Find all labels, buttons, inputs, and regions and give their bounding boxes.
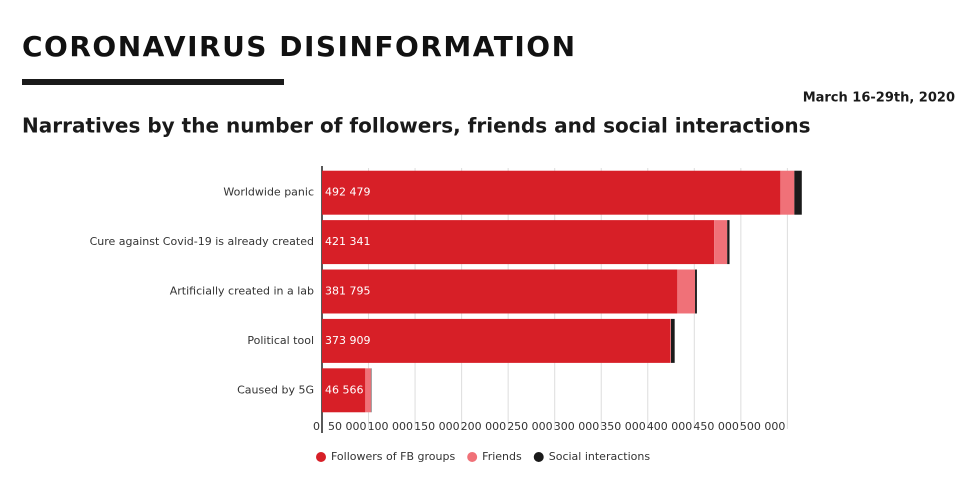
x-tick-label: 500 000 (740, 420, 786, 433)
bar-segment (670, 318, 671, 363)
legend-label: Followers of FB groups (331, 450, 455, 463)
bar-segment (780, 170, 795, 215)
legend-label: Social interactions (549, 450, 651, 463)
chart-title: CORONAVIRUS DISINFORMATION (22, 30, 577, 63)
legend-swatch (467, 452, 478, 462)
value-label: 421 341 (325, 235, 371, 248)
x-tick-label: 250 000 (507, 420, 553, 433)
bar-segment (322, 269, 678, 314)
legend-swatch (533, 452, 544, 462)
x-tick-label: 350 000 (600, 420, 646, 433)
bar-segment (714, 220, 728, 265)
legend-swatch (316, 452, 326, 462)
bar-segment (322, 318, 671, 363)
x-tick-label: 200 000 (461, 420, 507, 433)
value-label: 381 795 (325, 285, 371, 298)
y-tick-label: Worldwide panic (223, 186, 314, 199)
y-tick-label: Caused by 5G (237, 383, 314, 396)
bar-segment (322, 368, 366, 413)
x-tick-label: 150 000 (414, 420, 460, 433)
bar-segment (322, 220, 715, 265)
x-tick-label: 0 (313, 420, 320, 433)
x-tick-label: 400 000 (647, 420, 693, 433)
x-tick-label: 300 000 (554, 420, 600, 433)
value-label: 46 566 (325, 383, 364, 396)
value-label: 373 909 (325, 334, 371, 347)
bar-segment (794, 170, 802, 215)
bar-segment (365, 368, 371, 413)
x-tick-label: 450 000 (693, 420, 739, 433)
title-underline (22, 79, 284, 85)
value-label: 492 479 (325, 186, 371, 199)
bar-segment (670, 318, 675, 363)
y-tick-label: Political tool (247, 334, 314, 347)
legend-label: Friends (482, 450, 522, 463)
x-tick-label: 100 000 (368, 420, 414, 433)
bar-segment (322, 170, 781, 215)
date-annotation: March 16-29th, 2020 (803, 91, 955, 106)
bar-segment (695, 269, 697, 314)
x-tick-label: 50 000 (328, 420, 367, 433)
y-tick-label: Cure against Covid-19 is already created (90, 235, 314, 248)
bar-segment (677, 269, 696, 314)
chart-subtitle: Narratives by the number of followers, f… (22, 114, 811, 138)
bar-segment (727, 220, 730, 265)
y-tick-label: Artificially created in a lab (170, 285, 314, 298)
